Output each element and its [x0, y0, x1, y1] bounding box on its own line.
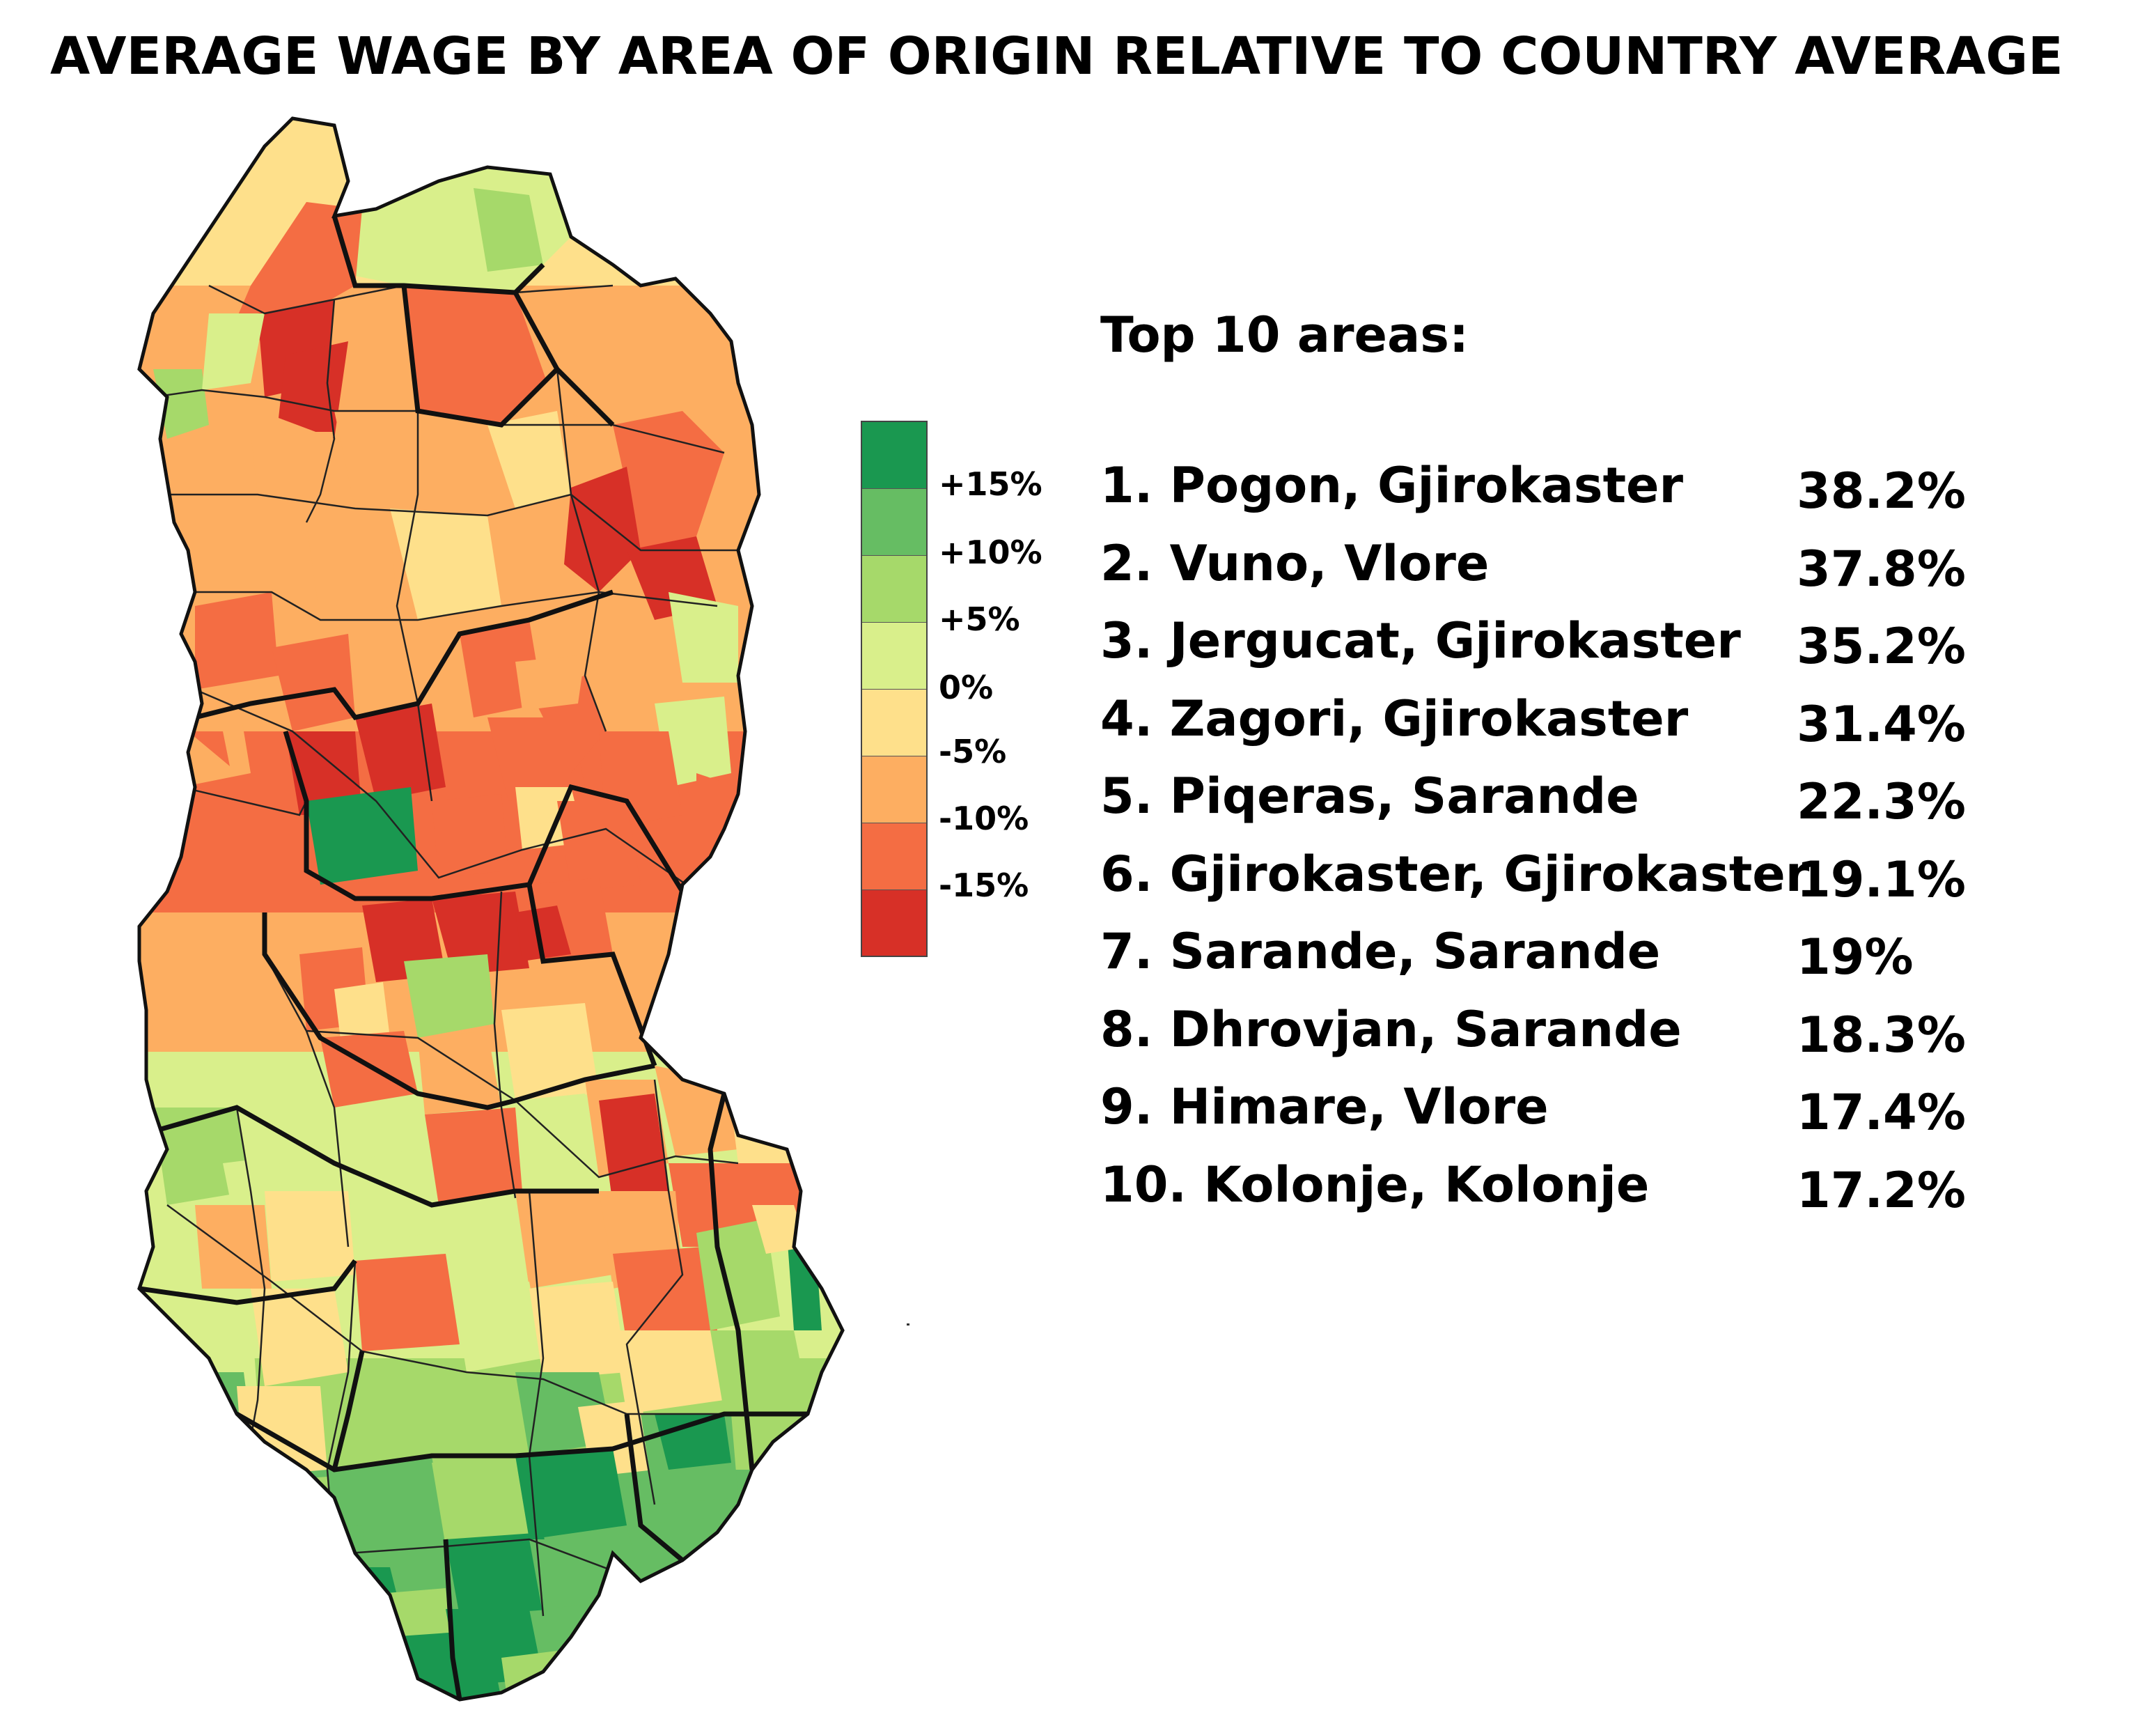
top10-row: 1. Pogon, Gjirokaster 38.2%	[1100, 457, 1978, 527]
top10-area-name: 3. Jergucat, Gjirokaster	[1100, 612, 1741, 669]
top10-row: 5. Piqeras, Sarande 22.3%	[1100, 768, 1978, 837]
top10-area-name: 7. Sarande, Sarande	[1100, 923, 1661, 980]
top10-area-name: 10. Kolonje, Kolonje	[1100, 1156, 1650, 1213]
top10-area-name: 5. Piqeras, Sarande	[1100, 768, 1639, 825]
country-outline	[137, 116, 845, 1702]
top10-row: 8. Dhrovjan, Sarande 18.3%	[1100, 1001, 1978, 1071]
top10-row: 2. Vuno, Vlore 37.8%	[1100, 535, 1978, 605]
legend-label-plus15: +15%	[939, 465, 1042, 503]
legend-label-minus15: -15%	[939, 866, 1029, 904]
legend-swatch-minus10	[862, 756, 926, 823]
top10-area-value: 38.2%	[1797, 463, 1966, 520]
color-legend	[861, 421, 928, 957]
top10-area-value: 19.1%	[1797, 850, 1966, 908]
legend-label-zero: 0%	[939, 669, 994, 706]
top10-area-value: 31.4%	[1797, 695, 1966, 753]
top10-row: 7. Sarande, Sarande 19%	[1100, 923, 1978, 993]
legend-swatch-plus5	[862, 556, 926, 623]
stray-dot	[907, 1323, 909, 1326]
legend-swatch-plus10	[862, 489, 926, 556]
legend-swatch-zero	[862, 623, 926, 690]
legend-swatch-minus5	[862, 690, 926, 756]
top10-area-name: 6. Gjirokaster, Gjirokaster	[1100, 845, 1810, 903]
top10-area-value: 17.2%	[1797, 1161, 1966, 1219]
legend-label-minus5: -5%	[939, 733, 1007, 770]
top10-area-name: 9. Himare, Vlore	[1100, 1078, 1549, 1135]
legend-label-plus10: +10%	[939, 534, 1042, 571]
top10-row: 3. Jergucat, Gjirokaster 35.2%	[1100, 612, 1978, 682]
top10-row: 4. Zagori, Gjirokaster 31.4%	[1100, 690, 1978, 760]
legend-swatch-plus15	[862, 422, 926, 489]
top10-area-value: 17.4%	[1797, 1084, 1966, 1141]
top10-area-value: 18.3%	[1797, 1006, 1966, 1064]
legend-swatch-minus15	[862, 823, 926, 890]
top10-area-name: 1. Pogon, Gjirokaster	[1100, 457, 1684, 514]
top10-row: 9. Himare, Vlore 17.4%	[1100, 1078, 1978, 1148]
map-svg	[137, 116, 845, 1702]
top10-area-value: 37.8%	[1797, 540, 1966, 598]
top10-area-value: 35.2%	[1797, 618, 1966, 675]
top10-row: 6. Gjirokaster, Gjirokaster 19.1%	[1100, 846, 1978, 915]
top10-area-name: 8. Dhrovjan, Sarande	[1100, 1000, 1682, 1058]
legend-swatch-bottom	[862, 890, 926, 956]
legend-label-plus5: +5%	[939, 600, 1020, 638]
legend-label-minus10: -10%	[939, 800, 1029, 837]
top10-area-value: 22.3%	[1797, 773, 1966, 830]
top10-heading: Top 10 areas:	[1100, 306, 1469, 364]
albania-choropleth-map	[125, 104, 877, 1707]
top10-row: 10. Kolonje, Kolonje 17.2%	[1100, 1156, 1978, 1226]
top10-area-name: 4. Zagori, Gjirokaster	[1100, 690, 1689, 747]
top10-area-name: 2. Vuno, Vlore	[1100, 534, 1490, 592]
map-title: AVERAGE WAGE BY AREA OF ORIGIN RELATIVE …	[50, 26, 2063, 86]
top10-area-value: 19%	[1797, 928, 1914, 986]
